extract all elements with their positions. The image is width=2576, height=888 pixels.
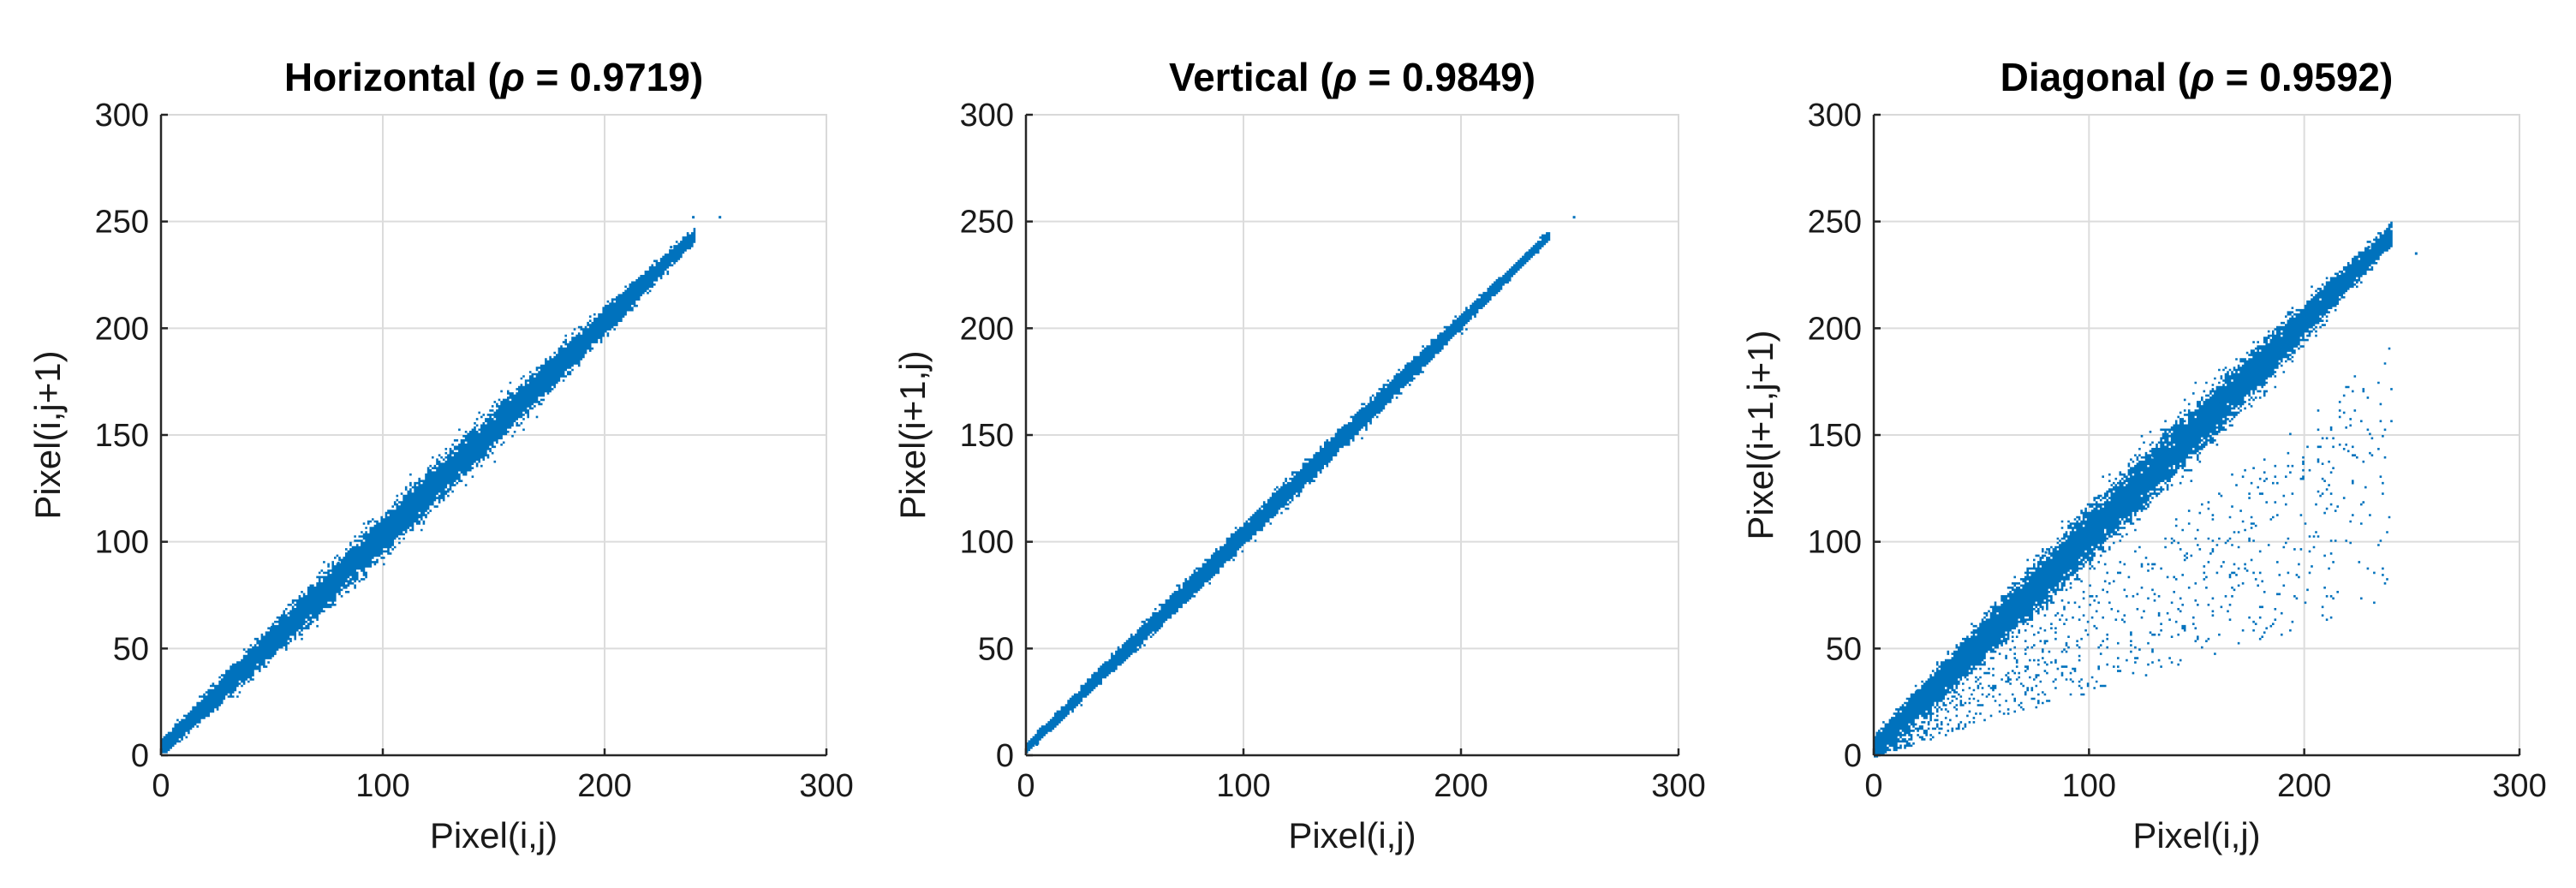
- scatter-point: [2044, 551, 2048, 554]
- x-axis-label: Pixel(i,j): [430, 815, 558, 855]
- scatter-point: [1481, 295, 1484, 298]
- y-tick-label: 0: [131, 738, 149, 774]
- scatter-point: [670, 246, 673, 249]
- scatter-point: [1915, 689, 1918, 693]
- scatter-point: [2281, 337, 2285, 341]
- scatter-point: [581, 337, 584, 341]
- scatter-point: [1547, 237, 1550, 241]
- x-tick-label: 200: [1434, 768, 1488, 804]
- y-tick-label: 300: [95, 98, 149, 134]
- chart-title-main: Diagonal (: [2001, 55, 2191, 99]
- y-tick-label: 250: [1808, 205, 1862, 241]
- scatter-point: [1198, 572, 1202, 575]
- scatter-point: [170, 736, 174, 740]
- y-tick-label: 150: [95, 418, 149, 454]
- chart-title-main: Horizontal (: [284, 55, 502, 99]
- scatter-point: [719, 216, 722, 219]
- scatter-point: [2324, 288, 2328, 291]
- y-axis-label: Pixel(i,j+1): [27, 350, 68, 519]
- scatter-point: [1035, 743, 1039, 747]
- scatter-points-cloud: [1026, 232, 1551, 754]
- scatter-point: [1242, 529, 1245, 533]
- y-tick-label: 150: [960, 418, 1014, 454]
- scatter-point: [271, 625, 273, 629]
- y-tick-label: 0: [996, 738, 1014, 774]
- scatter-point: [1133, 636, 1136, 640]
- scatter-point: [2216, 402, 2220, 405]
- x-tick-label: 200: [2277, 768, 2331, 804]
- scatter-points-cloud: [161, 228, 696, 754]
- y-tick-label: 100: [960, 525, 1014, 561]
- y-tick-label: 50: [113, 631, 149, 667]
- y-axis-label: Pixel(i+1,j+1): [1740, 330, 1780, 539]
- x-tick-label: 100: [355, 768, 409, 804]
- y-axis-label: Pixel(i+1,j): [892, 350, 933, 519]
- chart-title: Horizontal (ρ = 0.9719): [284, 55, 703, 99]
- scatter-point: [625, 295, 629, 298]
- x-tick-label: 0: [152, 768, 170, 804]
- x-tick-label: 0: [1017, 768, 1035, 804]
- scatter-point: [2087, 519, 2090, 522]
- chart-title-rho: ρ: [2189, 55, 2215, 99]
- scatter-point: [1572, 216, 1576, 219]
- scatter-point: [514, 402, 517, 405]
- y-tick-label: 250: [960, 205, 1014, 241]
- y-tick-label: 150: [1808, 418, 1862, 454]
- y-tick-label: 100: [1808, 525, 1862, 561]
- chart-title-rho: ρ: [1332, 55, 1357, 99]
- y-tick-label: 250: [95, 205, 149, 241]
- chart-title-value: = 0.9849): [1357, 55, 1535, 99]
- scatter-point: [2388, 237, 2392, 241]
- subplot-1: 0 100 200 300 0 50 100 150 200 250 300 Pixel(i,j) Pi…: [27, 55, 854, 855]
- chart-title: Diagonal (ρ = 0.9592): [2001, 55, 2394, 99]
- scatter-point: [1068, 706, 1071, 710]
- scatter-point: [1883, 732, 1887, 736]
- y-tick-label: 200: [1808, 311, 1862, 347]
- x-axis-label: Pixel(i,j): [2132, 815, 2260, 855]
- y-tick-label: 0: [1844, 738, 1862, 774]
- y-tick-label: 100: [95, 525, 149, 561]
- scatter-point: [337, 562, 340, 565]
- scatter-point: [204, 700, 207, 704]
- scatter-point: [1307, 465, 1310, 468]
- y-tick-label: 50: [978, 631, 1014, 667]
- y-tick-label: 50: [1826, 631, 1862, 667]
- chart-title-main: Vertical (: [1169, 55, 1333, 99]
- scatter-point: [2414, 252, 2418, 255]
- x-tick-label: 0: [1864, 768, 1882, 804]
- x-tick-label: 100: [2062, 768, 2116, 804]
- scatter-point: [2367, 246, 2370, 249]
- x-tick-label: 100: [1216, 768, 1270, 804]
- scatter-point: [692, 216, 695, 219]
- chart-title-value: = 0.9719): [525, 55, 703, 99]
- scatter-point: [1372, 408, 1375, 411]
- y-tick-label: 200: [95, 311, 149, 347]
- x-tick-label: 300: [799, 768, 853, 804]
- y-tick-label: 300: [960, 98, 1014, 134]
- scatter-point: [2152, 455, 2156, 458]
- scatter-point: [1438, 343, 1441, 347]
- chart-title-rho: ρ: [499, 55, 525, 99]
- scatter-point: [381, 519, 385, 522]
- scatter-points-cloud: [1874, 221, 2393, 758]
- x-axis-label: Pixel(i,j): [1288, 815, 1416, 855]
- x-tick-label: 300: [1651, 768, 1705, 804]
- subplot-2: 0 100 200 300 0 50 100 150 200 250 300 Pixel(i,j) Pi…: [892, 55, 1706, 855]
- subplot-3: 0 100 200 300 0 50 100 150 200 250 300 Pixel(i,j) Pi…: [1740, 55, 2547, 855]
- chart-title-value: = 0.9592): [2215, 55, 2393, 99]
- y-tick-label: 300: [1808, 98, 1862, 134]
- x-tick-label: 200: [577, 768, 631, 804]
- y-tick-label: 200: [960, 311, 1014, 347]
- chart-title: Vertical (ρ = 0.9849): [1169, 55, 1535, 99]
- scatter-point: [448, 455, 451, 458]
- scatter-point: [1980, 625, 1983, 629]
- x-tick-label: 300: [2492, 768, 2546, 804]
- scatter-point: [1524, 252, 1528, 255]
